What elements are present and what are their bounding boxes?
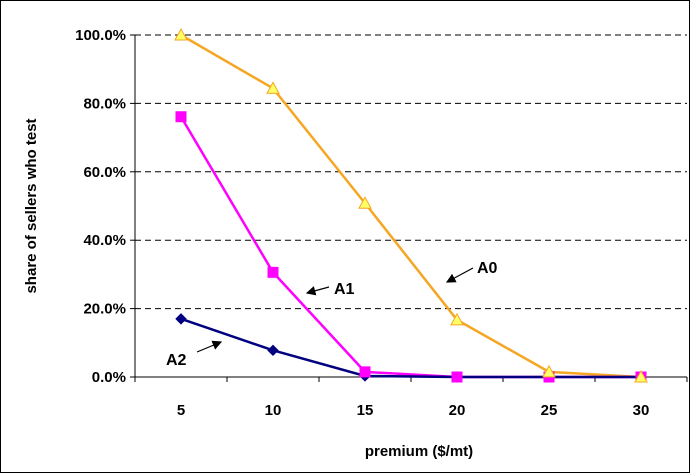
point-a2: [267, 344, 279, 357]
point-a0: [174, 27, 188, 41]
y-tick-label: 0.0%: [92, 369, 126, 386]
x-tick-label: 20: [449, 402, 466, 419]
series-line-a0: [180, 33, 642, 379]
point-a2: [175, 313, 187, 325]
annotation-label-a1: A1: [334, 281, 355, 298]
annotation-arrow-a2: [196, 340, 223, 353]
annotation-label-a2: A2: [166, 352, 187, 369]
x-tick-label: 5: [177, 402, 185, 419]
annotations: A0 A1 A2: [166, 260, 498, 369]
y-tick-label: 60.0%: [83, 164, 126, 181]
series-line-a1: [179, 116, 641, 379]
point-a1: [267, 266, 279, 278]
point-a1: [359, 366, 371, 378]
y-tick-label: 20.0%: [83, 301, 126, 318]
annotation-arrow-a0: [445, 267, 474, 283]
gridlines: [135, 34, 687, 310]
y-tick-label: 80.0%: [83, 95, 126, 112]
point-a0: [266, 81, 280, 94]
y-axis-title: share of sellers who test: [23, 118, 40, 293]
x-tick-label: 10: [265, 402, 282, 419]
point-a0: [634, 369, 648, 383]
point-a0: [450, 312, 464, 326]
x-axis-title: premium ($/mt): [365, 443, 473, 460]
point-a0: [542, 364, 556, 378]
annotation-arrow-a1: [305, 286, 330, 296]
series-line-a2: [180, 317, 641, 379]
point-a1: [175, 111, 187, 123]
x-tick-label: 30: [633, 402, 650, 419]
point-a0: [358, 196, 372, 209]
x-tick-label: 25: [541, 402, 558, 419]
y-tick-label: 40.0%: [83, 232, 126, 249]
y-tick-label: 100.0%: [75, 27, 126, 44]
x-tick-label: 15: [357, 402, 374, 419]
point-a1: [451, 371, 463, 383]
series: [174, 27, 648, 383]
annotation-label-a0: A0: [477, 260, 498, 277]
